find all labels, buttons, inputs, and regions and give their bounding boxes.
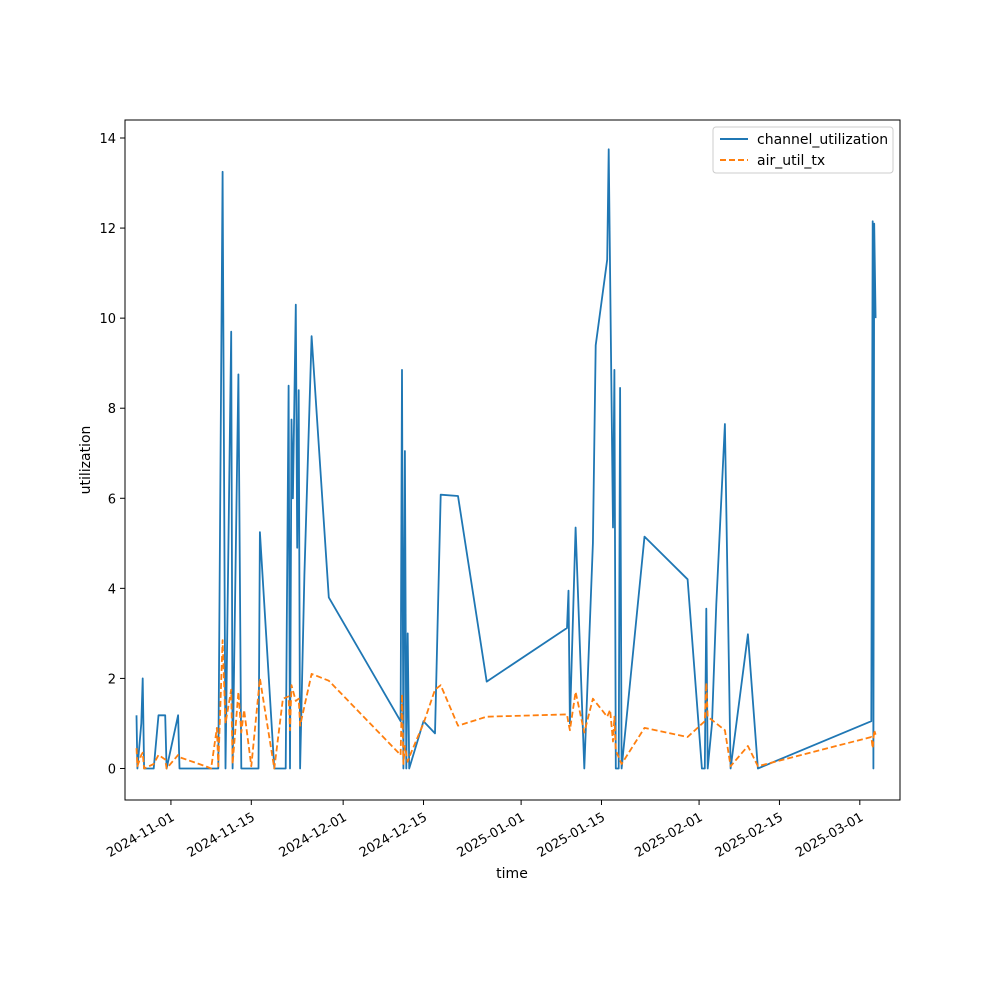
y-axis-label: utilization bbox=[78, 426, 94, 495]
legend-box bbox=[712, 126, 894, 174]
y-tick-label: 10 bbox=[99, 312, 116, 327]
series-layer bbox=[135, 148, 877, 770]
plot-area bbox=[125, 120, 900, 800]
x-axis-label: time bbox=[496, 866, 528, 882]
series-line-channel-utilization bbox=[135, 148, 877, 770]
y-tick-label: 6 bbox=[108, 492, 116, 507]
y-tick-label: 14 bbox=[99, 132, 116, 147]
legend-label-air-util-tx: air_util_tx bbox=[757, 153, 825, 169]
legend: channel_utilization air_util_tx bbox=[712, 126, 894, 174]
y-tick-label: 8 bbox=[108, 402, 116, 417]
plot-frame bbox=[124, 119, 901, 801]
legend-label-channel-utilization: channel_utilization bbox=[757, 132, 888, 148]
y-tick-label: 4 bbox=[108, 582, 116, 597]
y-axis: 0 2 4 6 8 10 12 14 bbox=[99, 132, 125, 777]
y-tick-label: 2 bbox=[108, 672, 116, 687]
y-tick-label: 12 bbox=[99, 222, 116, 237]
y-tick-label: 0 bbox=[108, 762, 116, 777]
series-line-air-util-tx bbox=[135, 639, 877, 770]
